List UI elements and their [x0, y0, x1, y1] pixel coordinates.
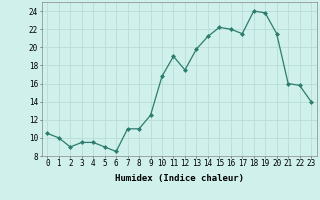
X-axis label: Humidex (Indice chaleur): Humidex (Indice chaleur) [115, 174, 244, 183]
